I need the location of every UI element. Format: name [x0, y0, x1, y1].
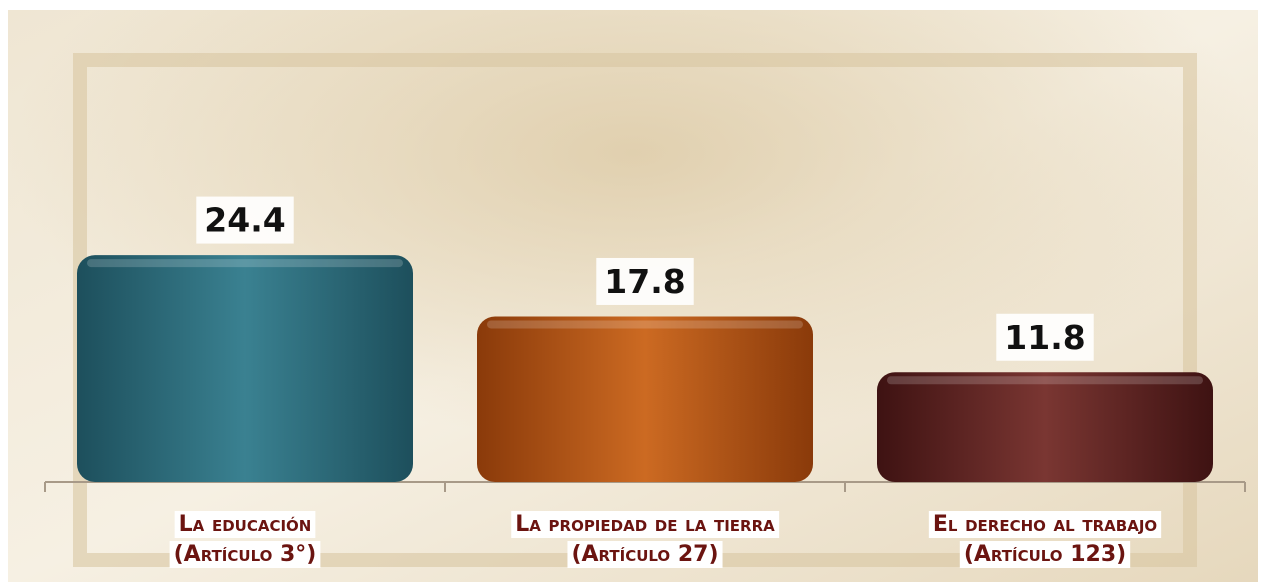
- bar: [477, 316, 813, 482]
- value-label-box: [596, 257, 694, 305]
- x-tick-label: La propiedad de la tierra: [515, 512, 775, 537]
- x-tick-label: (Artículo 27): [571, 542, 718, 567]
- bar-highlight: [487, 320, 803, 329]
- x-tick-label: (Artículo 3°): [174, 542, 317, 567]
- x-tick-label-box: [928, 511, 1162, 538]
- x-tick-label-box: [511, 511, 780, 538]
- x-tick-label: La educación: [179, 512, 312, 537]
- x-tick-label: El derecho al trabajo: [933, 512, 1157, 537]
- x-tick-label: (Artículo 123): [964, 542, 1126, 567]
- value-label: 11.8: [1004, 318, 1085, 357]
- x-tick-label-box: [174, 511, 316, 538]
- bar: [77, 255, 413, 482]
- bar-highlight: [887, 376, 1203, 385]
- value-label-box: [196, 196, 294, 244]
- value-label-box: [996, 313, 1094, 361]
- x-tick-label-box: [567, 541, 723, 568]
- value-label: 17.8: [604, 262, 685, 301]
- bar: [877, 372, 1213, 482]
- bar-highlight: [87, 259, 403, 268]
- x-tick-label-box: [959, 541, 1131, 568]
- value-label: 24.4: [204, 201, 285, 240]
- x-tick-label-box: [169, 541, 321, 568]
